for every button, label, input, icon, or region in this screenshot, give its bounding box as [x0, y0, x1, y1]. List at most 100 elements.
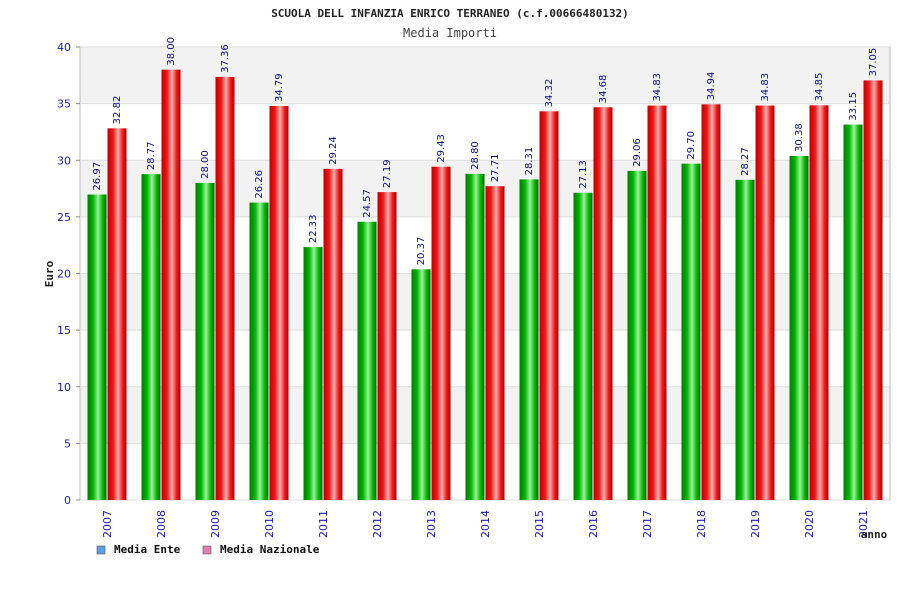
bar-media-ente-2008: [141, 174, 161, 500]
y-axis-ticks: 0 5 10 15 20 25 30 35 40: [57, 41, 80, 507]
data-label-media-nazionale-2011: 29.24: [328, 136, 339, 165]
bar-media-ente-2020: [789, 155, 809, 500]
x-tick-label-2018: 2018: [695, 510, 708, 538]
legend-item-media-nazionale[interactable]: Media Nazionale: [202, 543, 320, 556]
bar-media-nazionale-2010: [269, 106, 289, 501]
x-tick-label-2021: 2021: [857, 510, 870, 538]
data-label-media-ente-2016: 27.13: [578, 160, 589, 189]
data-label-media-ente-2021: 33.15: [848, 92, 859, 121]
grid-lines: [80, 46, 890, 501]
data-label-media-ente-2009: 28.00: [200, 150, 211, 179]
y-tick-label: 40: [57, 41, 71, 54]
data-label-media-nazionale-2019: 34.83: [760, 73, 771, 102]
data-label-media-ente-2011: 22.33: [308, 214, 319, 243]
data-labels: 26.97 32.82 28.77 38.00 28.00 37.36 26.26 34.79…: [92, 37, 879, 265]
x-tick-label-2007: 2007: [101, 510, 114, 538]
bar-media-nazionale-2007: [107, 128, 127, 500]
bars: [87, 69, 883, 501]
x-tick-label-2019: 2019: [749, 510, 762, 538]
legend-item-media-ente[interactable]: Media Ente: [96, 543, 181, 556]
bar-media-ente-2014: [465, 173, 485, 500]
data-label-media-nazionale-2009: 37.36: [220, 44, 231, 73]
chart-title: SCUOLA DELL INFANZIA ENRICO TERRANEO (c.…: [271, 7, 629, 20]
data-label-media-nazionale-2014: 27.71: [490, 154, 501, 183]
x-axis-ticks: 2007 2008 2009 2010 2011 2012 2013 2014 2015 2016…: [101, 510, 870, 538]
data-label-media-nazionale-2018: 34.94: [706, 72, 717, 101]
data-label-media-ente-2012: 24.57: [362, 189, 373, 218]
grid-band: [80, 386, 890, 444]
bar-media-nazionale-2021: [863, 80, 883, 500]
bar-media-ente-2021: [843, 124, 863, 501]
bar-media-ente-2010: [249, 202, 269, 500]
bar-media-nazionale-2018: [701, 104, 721, 500]
x-tick-label-2016: 2016: [587, 510, 600, 538]
data-label-media-ente-2020: 30.38: [794, 123, 805, 152]
bar-media-nazionale-2009: [215, 76, 235, 500]
x-tick-label-2017: 2017: [641, 510, 654, 538]
chart-subtitle: Media Importi: [403, 26, 497, 40]
x-tick-label-2013: 2013: [425, 510, 438, 538]
data-label-media-ente-2008: 28.77: [146, 142, 157, 171]
data-label-media-nazionale-2013: 29.43: [436, 134, 447, 163]
x-axis-label: anno: [861, 528, 888, 541]
data-label-media-nazionale-2021: 37.05: [868, 48, 879, 77]
bar-media-nazionale-2012: [377, 192, 397, 501]
y-tick-label: 5: [64, 437, 71, 450]
bar-media-nazionale-2013: [431, 166, 451, 500]
y-tick-label: 30: [57, 154, 71, 167]
grid-band: [80, 273, 890, 331]
data-label-media-nazionale-2020: 34.85: [814, 73, 825, 102]
data-label-media-nazionale-2017: 34.83: [652, 73, 663, 102]
bar-media-nazionale-2016: [593, 107, 613, 501]
y-tick-label: 15: [57, 324, 71, 337]
x-tick-label-2020: 2020: [803, 510, 816, 538]
y-tick-label: 0: [64, 494, 71, 507]
legend: Media Ente Media Nazionale: [96, 543, 320, 556]
y-tick-label: 35: [57, 98, 71, 111]
data-label-media-ente-2019: 28.27: [740, 147, 751, 176]
y-tick-label: 20: [57, 268, 71, 281]
bar-media-ente-2016: [573, 192, 593, 500]
x-tick-label-2009: 2009: [209, 510, 222, 538]
bar-media-ente-2013: [411, 269, 431, 500]
data-label-media-ente-2015: 28.31: [524, 147, 535, 176]
data-label-media-nazionale-2012: 27.19: [382, 159, 393, 188]
data-label-media-nazionale-2016: 34.68: [598, 75, 609, 104]
data-label-media-ente-2007: 26.97: [92, 162, 103, 191]
x-tick-label-2011: 2011: [317, 510, 330, 538]
y-axis-label: Euro: [43, 260, 56, 287]
bar-media-ente-2011: [303, 247, 323, 500]
bar-media-nazionale-2008: [161, 69, 181, 501]
data-label-media-ente-2013: 20.37: [416, 237, 427, 266]
grid-band: [80, 160, 890, 217]
bar-media-ente-2019: [735, 179, 755, 500]
bar-media-ente-2012: [357, 221, 377, 500]
x-tick-label-2008: 2008: [155, 510, 168, 538]
legend-label-media-ente: Media Ente: [114, 543, 181, 556]
data-label-media-ente-2014: 28.80: [470, 141, 481, 170]
bar-media-nazionale-2015: [539, 111, 559, 501]
bar-media-nazionale-2020: [809, 105, 829, 500]
grid-band: [80, 47, 890, 104]
bar-media-ente-2017: [627, 170, 647, 500]
legend-label-media-nazionale: Media Nazionale: [220, 543, 320, 556]
legend-swatch-media-ente: [96, 545, 106, 555]
data-label-media-ente-2018: 29.70: [686, 131, 697, 160]
bar-media-nazionale-2014: [485, 186, 505, 500]
bar-media-ente-2015: [519, 179, 539, 500]
data-label-media-ente-2010: 26.26: [254, 170, 265, 199]
bar-media-ente-2018: [681, 163, 701, 500]
data-label-media-nazionale-2008: 38.00: [166, 37, 177, 66]
legend-swatch-media-nazionale: [202, 545, 212, 555]
data-label-media-nazionale-2007: 32.82: [112, 96, 123, 125]
y-tick-label: 10: [57, 381, 71, 394]
x-tick-label-2014: 2014: [479, 510, 492, 538]
data-label-media-nazionale-2010: 34.79: [274, 73, 285, 102]
bar-media-nazionale-2019: [755, 105, 775, 501]
bar-media-nazionale-2017: [647, 105, 667, 501]
bar-media-nazionale-2011: [323, 168, 343, 500]
data-label-media-ente-2017: 29.06: [632, 138, 643, 167]
bar-media-ente-2007: [87, 194, 107, 500]
x-tick-label-2012: 2012: [371, 510, 384, 538]
